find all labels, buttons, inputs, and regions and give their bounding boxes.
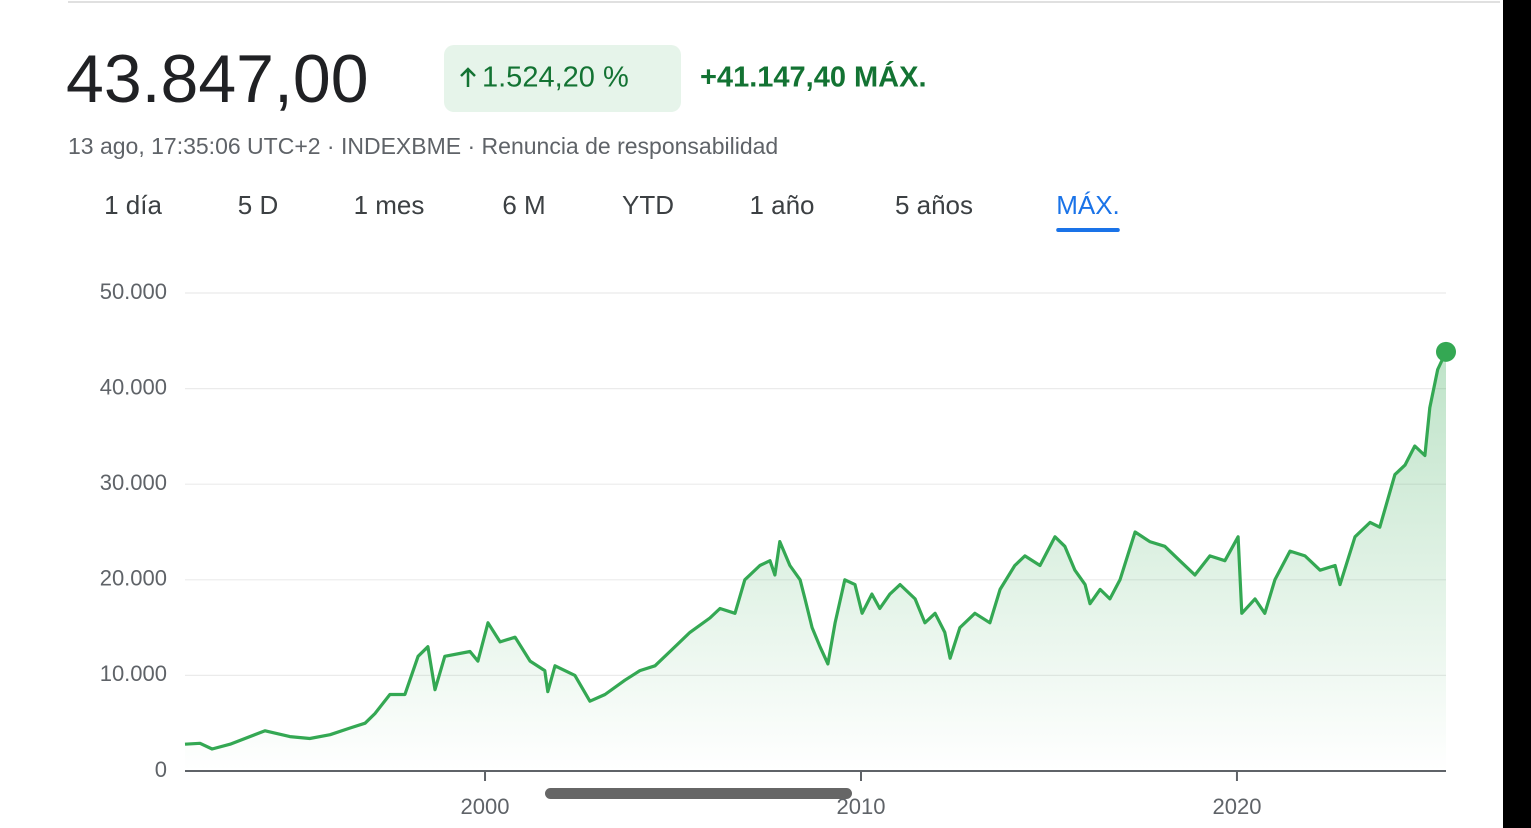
change-absolute: +41.147,40 MÁX. [700,60,927,94]
range-tab[interactable]: MÁX. [1056,190,1120,220]
range-tab[interactable]: 1 mes [354,190,425,220]
range-tab[interactable]: 5 D [238,190,278,220]
range-tab[interactable]: 5 años [895,190,973,220]
range-tab[interactable]: 6 M [502,190,545,220]
y-tick-label: 20.000 [100,566,167,591]
range-tab[interactable]: 1 día [104,190,162,220]
y-tick-label: 0 [155,757,167,782]
scrollbar [545,788,852,799]
change-badge [444,45,681,112]
price: 43.847,00 [66,41,369,117]
edge-strip [1503,0,1531,828]
area-fill [185,351,1446,771]
x-tick-label: 2020 [1212,794,1261,819]
y-tick-label: 50.000 [100,279,167,304]
y-tick-label: 40.000 [100,374,167,399]
y-tick-label: 10.000 [100,661,167,686]
range-tab[interactable]: YTD [622,190,674,220]
price-line [184,351,1448,751]
range-tab[interactable]: 1 año [749,190,814,220]
change-percent: 1.524,20 % [482,62,629,94]
up-arrow-icon [460,67,476,87]
y-tick-label: 30.000 [100,470,167,495]
last-point [1436,341,1456,362]
range-tabs: 1 día 5 D 1 mes 6 M YTD 1 año 5 años MÁX. [104,190,1120,232]
subtitle: 13 ago, 17:35:06 UTC+2 · INDEXBME · Renu… [68,133,778,159]
x-tick-label: 2000 [461,794,510,819]
active-tab-indicator [1056,228,1120,232]
